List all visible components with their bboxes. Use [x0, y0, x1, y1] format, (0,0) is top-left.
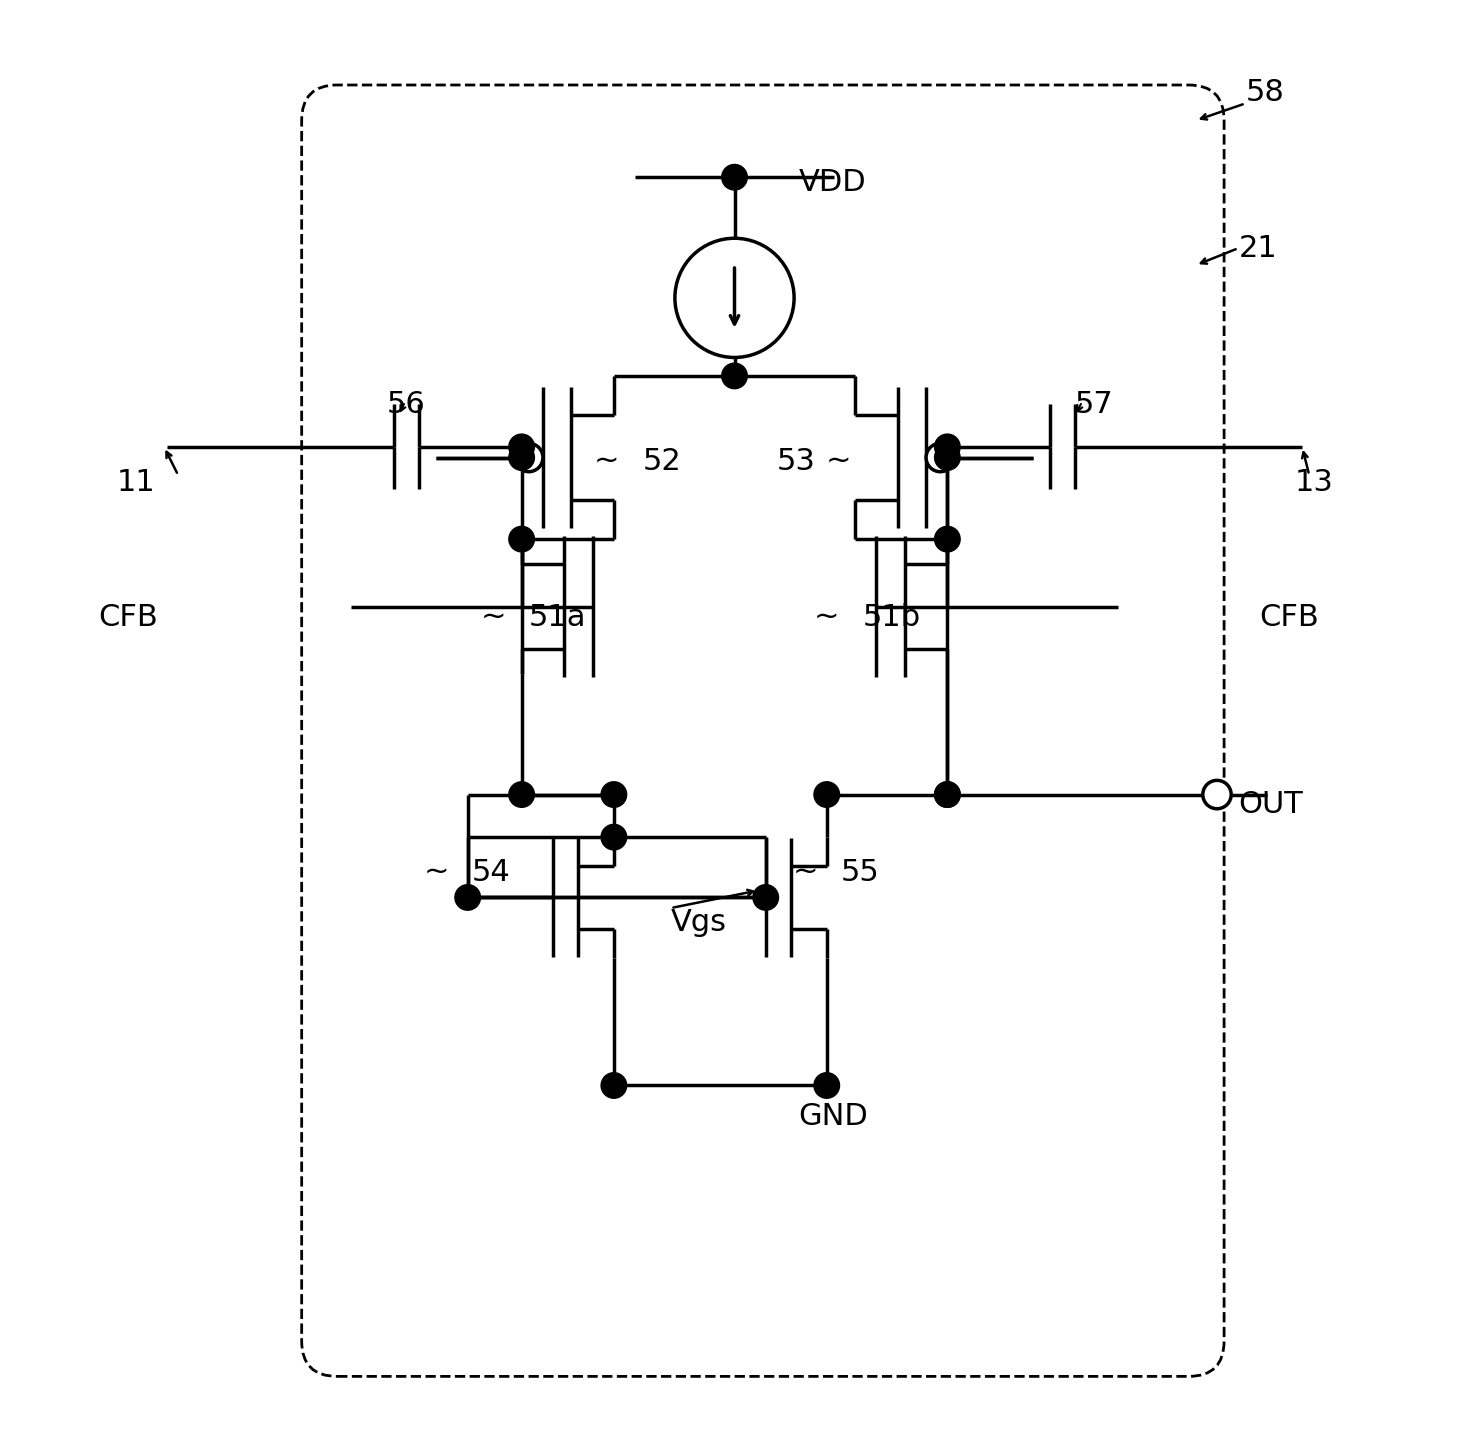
Text: ~: ~	[814, 603, 839, 632]
Circle shape	[934, 444, 961, 470]
Text: ~: ~	[480, 603, 505, 632]
Text: GND: GND	[798, 1102, 868, 1131]
Circle shape	[508, 782, 535, 807]
Circle shape	[601, 1073, 627, 1098]
Circle shape	[508, 526, 535, 552]
Circle shape	[814, 782, 839, 807]
Circle shape	[1203, 781, 1231, 808]
Text: CFB: CFB	[98, 603, 159, 632]
Circle shape	[508, 434, 535, 460]
Circle shape	[601, 824, 627, 850]
Text: 52: 52	[642, 447, 682, 476]
Circle shape	[721, 363, 748, 388]
Text: 13: 13	[1296, 467, 1334, 497]
Text: Vgs: Vgs	[671, 907, 727, 937]
Circle shape	[934, 526, 961, 552]
Text: OUT: OUT	[1238, 790, 1303, 820]
Circle shape	[934, 782, 961, 807]
Text: 55: 55	[840, 858, 880, 887]
Text: 21: 21	[1238, 234, 1277, 262]
Circle shape	[674, 238, 795, 357]
Text: 58: 58	[1246, 77, 1284, 106]
Text: 51a: 51a	[529, 603, 586, 632]
Circle shape	[514, 443, 544, 471]
Text: CFB: CFB	[1259, 603, 1319, 632]
Text: 53: 53	[777, 447, 815, 476]
Text: 57: 57	[1075, 390, 1114, 418]
Circle shape	[754, 884, 779, 910]
Text: VDD: VDD	[798, 169, 867, 198]
Text: 51b: 51b	[862, 603, 921, 632]
Text: 56: 56	[386, 390, 426, 418]
Text: 11: 11	[118, 467, 156, 497]
Circle shape	[508, 444, 535, 470]
Circle shape	[455, 884, 480, 910]
Text: ~: ~	[593, 447, 620, 476]
Text: 54: 54	[472, 858, 511, 887]
Text: ~: ~	[826, 447, 851, 476]
Circle shape	[601, 782, 627, 807]
Circle shape	[934, 782, 961, 807]
Circle shape	[925, 443, 955, 471]
Circle shape	[814, 1073, 839, 1098]
Text: ~: ~	[793, 858, 818, 887]
Circle shape	[934, 434, 961, 460]
Text: ~: ~	[423, 858, 450, 887]
Circle shape	[721, 165, 748, 191]
